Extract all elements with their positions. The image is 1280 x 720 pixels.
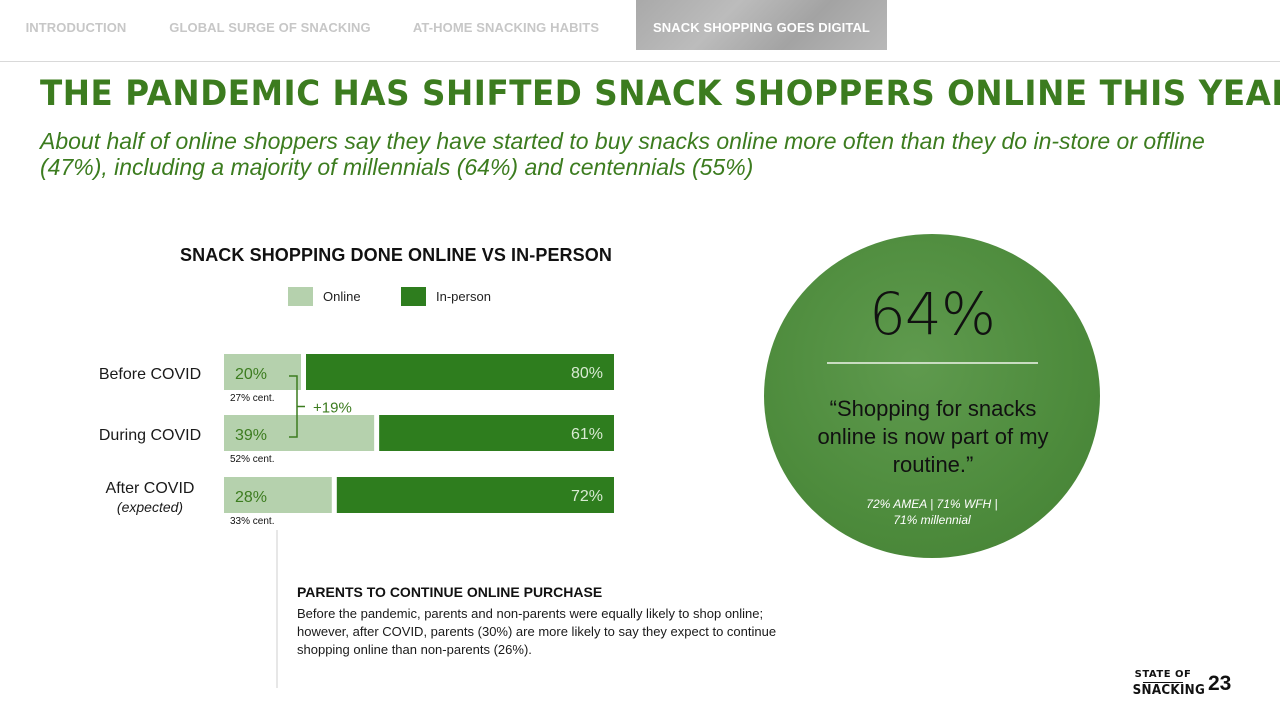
data-label-in-person-3: 72% [571,488,603,505]
stat-quote: “Shopping for snacks online is now part … [817,396,1049,477]
bar-online-3 [224,477,332,513]
bar-online-2 [224,415,375,451]
bar-in-person-1 [306,354,614,390]
page-subtitle: About half of online shoppers say they h… [40,128,1205,180]
category-sublabel: (expected) [116,499,184,515]
category-label-after-covid: After COVID (expected) [90,479,210,517]
logo-top-text: STATE OF [1134,669,1192,680]
legend-item-online: Online [288,286,361,306]
parents-note-body: Before the pandemic, parents and non-par… [297,606,777,657]
legend-item-in-person: In-person [401,286,491,306]
centennial-note-2: 52% cent. [230,454,274,465]
stat-note: 72% AMEA | 71% WFH | 71% millennial [830,496,1034,528]
parents-note-title: PARENTS TO CONTINUE ONLINE PURCHASE [297,584,603,600]
page-title: THE PANDEMIC HAS SHIFTED SNACK SHOPPERS … [40,74,1280,114]
logo-rule [1143,682,1183,683]
section-nav: INTRODUCTION GLOBAL SURGE OF SNACKING AT… [0,0,1280,52]
tab-snack-shopping-goes-digital[interactable]: SNACK SHOPPING GOES DIGITAL [636,0,887,50]
stat-circle [764,234,1100,558]
category-label-before-covid: Before COVID [90,365,210,384]
category-name: During COVID [98,427,202,444]
page-number: 23 [1208,672,1232,695]
category-label-during-covid: During COVID [90,426,210,445]
centennial-note-3: 33% cent. [230,516,274,527]
tab-global-surge-of-snacking[interactable]: GLOBAL SURGE OF SNACKING [169,20,371,35]
stat-divider [827,362,1038,364]
logo-bottom-text: SNACKING [1132,683,1206,698]
data-label-in-person-1: 80% [571,365,603,382]
change-annotation: +19% [313,400,352,417]
bar-in-person-3 [336,477,614,513]
centennial-note-1: 27% cent. [230,393,274,404]
legend-swatch-in-person [401,286,426,306]
bar-in-person-2 [379,415,614,451]
data-label-online-3: 28% [235,489,267,506]
data-label-in-person-2: 61% [571,426,603,443]
stat-note-line-1: 72% AMEA | 71% WFH | [866,497,998,511]
tab-introduction[interactable]: INTRODUCTION [25,20,127,35]
state-of-snacking-logo: STATE OF SNACKING [1130,668,1206,698]
chart-title: SNACK SHOPPING DONE ONLINE VS IN-PERSON [180,245,612,265]
bar-online-1 [224,354,301,390]
tab-at-home-snacking-habits[interactable]: AT-HOME SNACKING HABITS [412,20,600,35]
nav-divider [0,61,1280,62]
category-name: Before COVID [98,366,202,383]
legend-swatch-online [288,286,313,306]
data-label-online-2: 39% [235,427,267,444]
stat-note-line-2: 71% millennial [893,513,971,527]
legend-label-in-person: In-person [436,288,491,304]
big-stat: 64% [869,280,996,348]
legend-label-online: Online [323,288,361,304]
category-name: After COVID [105,480,195,497]
data-label-online-1: 20% [235,366,267,383]
